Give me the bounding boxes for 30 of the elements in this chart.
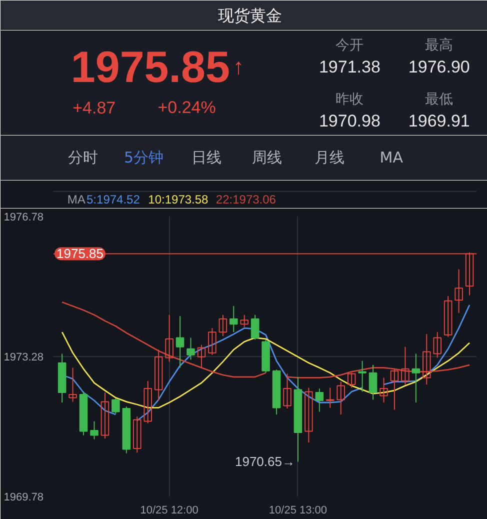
- y-tick-label: 1973.28: [4, 352, 44, 364]
- text: 1976.90: [408, 58, 470, 76]
- text: 最低: [425, 92, 454, 108]
- text: +0.24%: [158, 98, 216, 117]
- text: 1969.91: [408, 112, 470, 130]
- text: 周线: [252, 148, 282, 166]
- text: 今开: [336, 38, 364, 54]
- text: 22:1973.06: [216, 192, 276, 206]
- text: 1971.38: [318, 58, 380, 76]
- text: 5分钟: [124, 148, 164, 166]
- x-tick-label: 10/25 12:00: [140, 504, 198, 516]
- chart-title: 现货黄金: [218, 6, 282, 25]
- legend-title: MA: [67, 192, 86, 206]
- text: 10:1973.58: [148, 192, 209, 206]
- text: MA: [380, 148, 404, 166]
- x-tick-label: 10/25 13:00: [268, 504, 328, 516]
- annotation: 1970.65→: [234, 454, 295, 470]
- ref-line-label: 1975.85: [56, 246, 104, 262]
- y-tick-label: 1976.78: [4, 212, 44, 224]
- y-tick-label: 1969.78: [4, 492, 44, 504]
- text: 日线: [191, 148, 222, 166]
- chart-subtitle: 1975.85: [70, 43, 230, 92]
- text: 最高: [425, 38, 454, 54]
- text: 1970.98: [318, 112, 380, 130]
- text: +4.87: [72, 98, 116, 118]
- text: ↑: [233, 54, 244, 79]
- text: 昨收: [336, 92, 364, 108]
- text: 5:1974.52: [86, 192, 140, 206]
- text: 分时: [68, 148, 98, 166]
- text: 月线: [314, 148, 345, 166]
